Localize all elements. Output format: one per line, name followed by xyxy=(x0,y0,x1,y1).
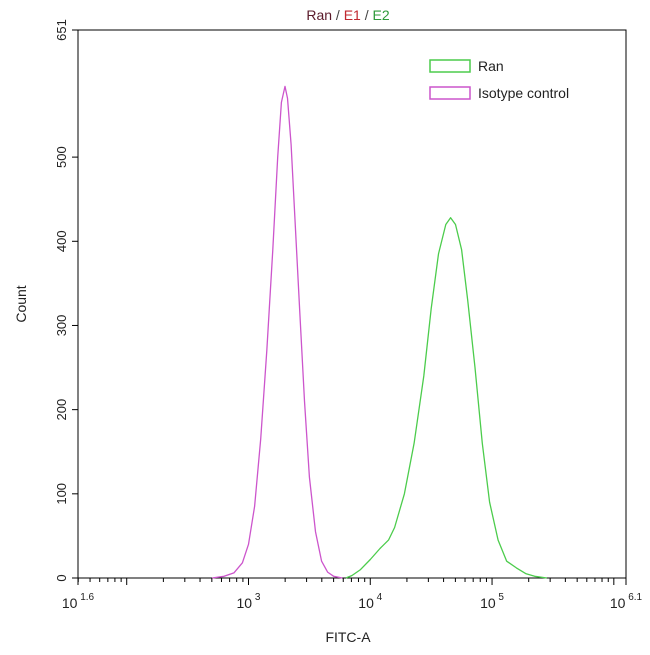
y-tick-label: 200 xyxy=(54,399,69,421)
title-part-3: / xyxy=(361,7,373,23)
y-tick-label: 300 xyxy=(54,315,69,337)
y-axis: 0 100 200 300 400 500 651 xyxy=(54,19,78,582)
x-tick-label: 10 3 xyxy=(237,592,261,611)
x-tick-label: 10 5 xyxy=(480,592,504,611)
legend-swatch xyxy=(429,86,471,100)
series-line-isotype-control xyxy=(211,85,343,579)
title-part-0: Ran xyxy=(306,7,332,23)
y-tick-label: 100 xyxy=(54,483,69,505)
x-axis-label: FITC-A xyxy=(325,629,371,645)
legend: Ran Isotype control xyxy=(429,58,569,101)
x-tick-label: 10 1.6 xyxy=(62,592,95,611)
y-tick-label: 651 xyxy=(54,19,69,41)
legend-label: Ran xyxy=(478,58,504,74)
series-line-ran xyxy=(345,217,547,579)
x-axis: 10 1.6 10 3 10 4 10 5 10 6.1 xyxy=(62,578,643,611)
plot-area xyxy=(77,29,627,579)
chart-title: Ran / E1 / E2 xyxy=(306,7,389,23)
x-tick-label: 10 4 xyxy=(358,592,382,611)
legend-swatch xyxy=(429,59,471,73)
title-part-2: E1 xyxy=(344,7,361,23)
y-axis-label: Count xyxy=(13,285,29,322)
y-tick-label: 500 xyxy=(54,146,69,168)
title-part-4: E2 xyxy=(373,7,390,23)
legend-label: Isotype control xyxy=(478,85,569,101)
title-part-1: / xyxy=(332,7,344,23)
y-tick-label: 0 xyxy=(54,574,69,581)
y-tick-label: 400 xyxy=(54,230,69,252)
x-tick-label: 10 6.1 xyxy=(610,592,643,611)
series-layer xyxy=(211,85,547,579)
